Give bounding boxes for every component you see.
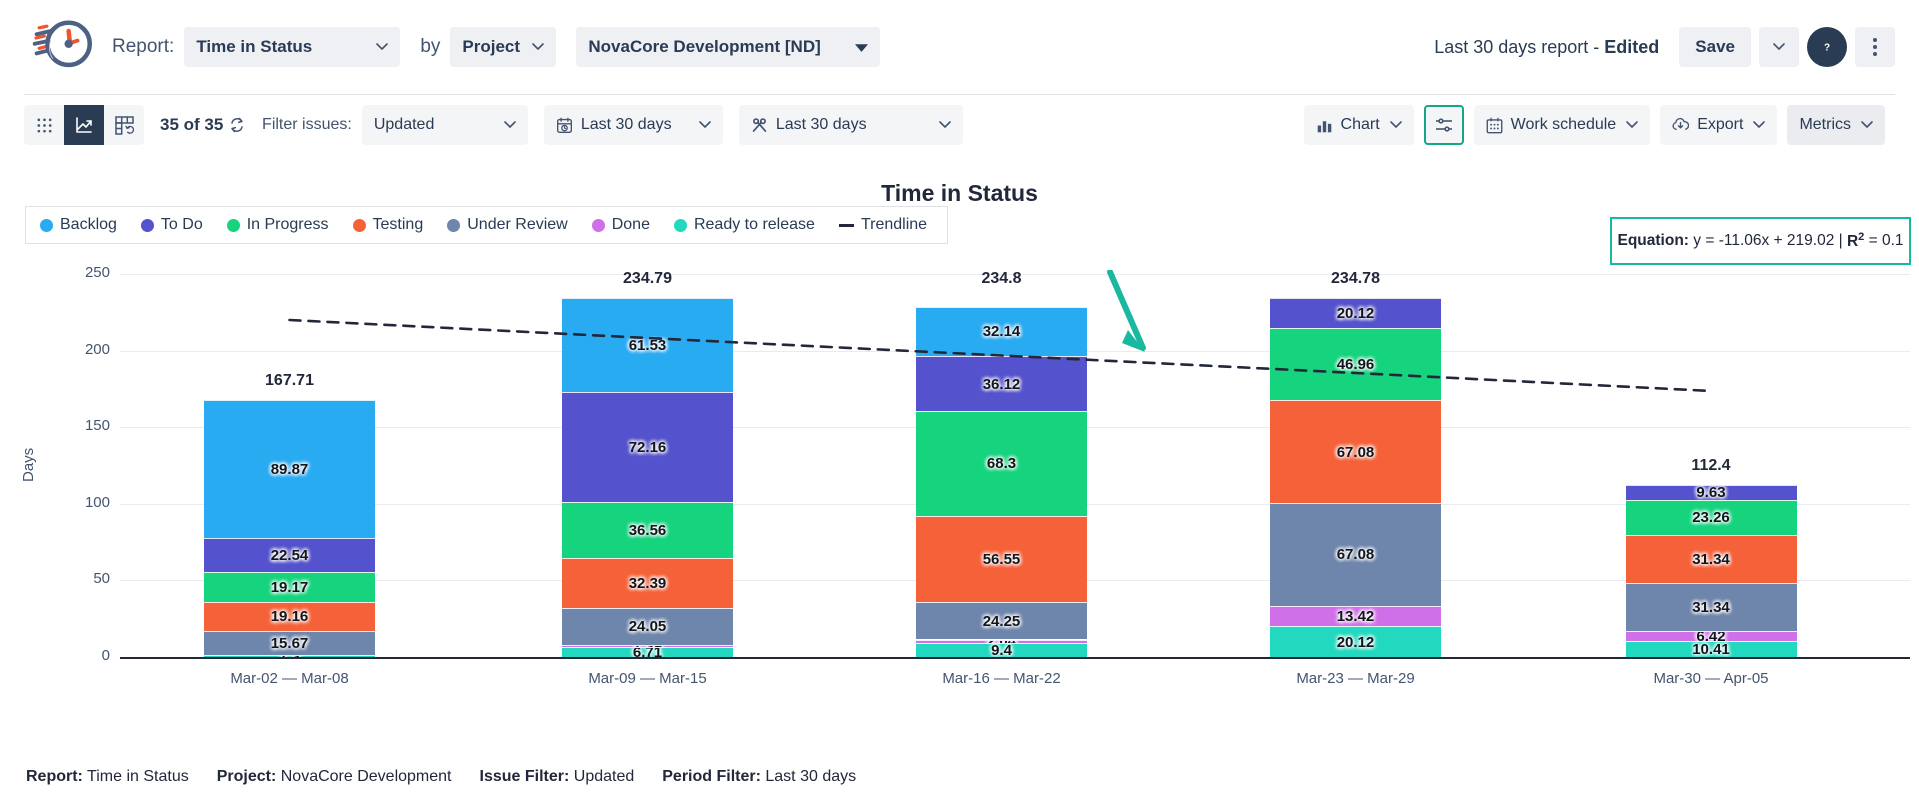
svg-text:?: ? <box>1824 42 1830 53</box>
